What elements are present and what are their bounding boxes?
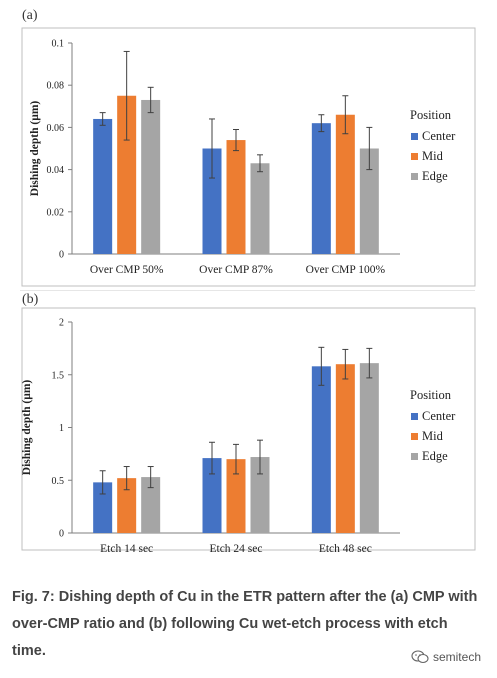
watermark-text: semitech — [432, 650, 481, 664]
y-tick-label: 0.1 — [52, 39, 65, 50]
y-tick-label: 0.5 — [52, 476, 65, 487]
bar — [141, 99, 161, 254]
bar — [226, 459, 246, 533]
legend-entry: Center — [422, 129, 456, 143]
legend-swatch — [411, 413, 418, 420]
y-tick-label: 0 — [59, 250, 64, 261]
bar-chart-a: 0 0.02 0.04 0.06 0.08 0.1 Dishing depth (µm) Ov… — [21, 27, 476, 287]
y-tick-label: 1.5 — [52, 370, 65, 381]
bar — [250, 457, 270, 533]
legend-entry: Mid — [422, 429, 444, 443]
bar — [93, 482, 113, 533]
y-tick-label: 0.02 — [47, 207, 65, 218]
figure-panel-b: (b) 0 0.5 1 1.5 2 Dishing depth (µm) Etch 14 s… — [0, 290, 497, 555]
legend-swatch — [411, 133, 418, 140]
bar — [117, 95, 137, 254]
bar — [250, 163, 270, 254]
legend-title: Position — [410, 108, 452, 122]
legend-swatch — [411, 453, 418, 460]
bar — [117, 478, 137, 533]
plot-frame — [21, 307, 476, 551]
bar — [93, 118, 113, 255]
bar — [141, 477, 161, 533]
bar — [335, 114, 355, 255]
x-category-label: Etch 48 sec — [319, 543, 372, 552]
y-tick-label: 0 — [59, 529, 64, 540]
wechat-icon — [411, 650, 429, 664]
legend-entry: Mid — [422, 149, 444, 163]
legend-entry: Edge — [422, 449, 448, 463]
panel-label: (a) — [22, 8, 38, 23]
y-tick-label: 0.04 — [47, 165, 65, 176]
bar — [335, 364, 355, 533]
x-category-label: Etch 24 sec — [209, 543, 262, 552]
x-category-label: Over CMP 100% — [306, 264, 386, 276]
bar — [311, 366, 331, 533]
bar-chart-b: 0 0.5 1 1.5 2 Dishing depth (µm) Etch 14 sec Et… — [21, 307, 476, 555]
plot-frame — [21, 27, 476, 287]
bar — [202, 458, 222, 533]
bar — [202, 148, 222, 254]
legend-title: Position — [410, 388, 452, 402]
y-tick-label: 2 — [59, 318, 64, 329]
bar — [359, 148, 379, 254]
legend-entry: Center — [422, 409, 456, 423]
y-tick-label: 0.06 — [47, 123, 65, 134]
figure-panel-a: (a) 0 0.02 0.04 0.06 0.08 0.1 Dishing depth (µ… — [0, 0, 497, 290]
y-axis-title: Dishing depth (µm) — [29, 101, 41, 197]
legend-swatch — [411, 153, 418, 160]
bar — [311, 123, 331, 255]
x-category-label: Etch 14 sec — [100, 543, 153, 552]
watermark: semitech — [411, 650, 481, 664]
x-category-label: Over CMP 50% — [90, 264, 164, 276]
y-axis-title: Dishing depth (µm) — [21, 380, 33, 476]
x-category-label: Over CMP 87% — [199, 264, 273, 276]
legend-entry: Edge — [422, 169, 448, 183]
y-tick-label: 0.08 — [47, 81, 65, 92]
legend-swatch — [411, 433, 418, 440]
panel-divider — [20, 290, 475, 291]
panel-label: (b) — [22, 292, 39, 307]
y-tick-label: 1 — [59, 423, 64, 434]
figure-caption: Fig. 7: Dishing depth of Cu in the ETR p… — [12, 589, 478, 659]
bar — [226, 140, 246, 254]
bar — [359, 363, 379, 533]
legend-swatch — [411, 173, 418, 180]
